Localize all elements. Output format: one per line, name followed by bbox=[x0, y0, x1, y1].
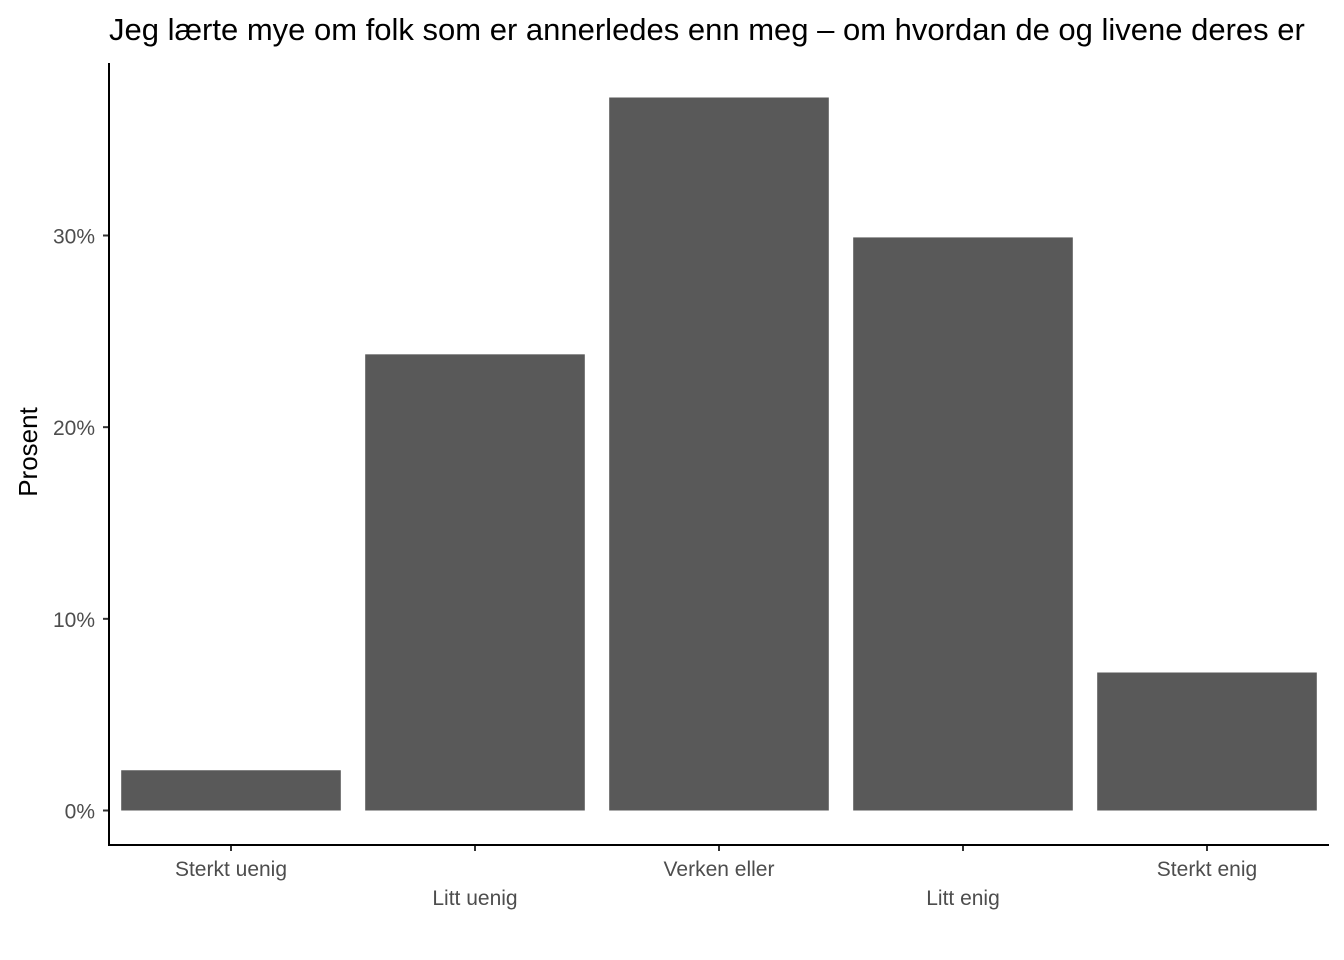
y-tick-label: 10% bbox=[53, 609, 95, 632]
x-tick-label: Litt enig bbox=[926, 887, 1000, 910]
chart-title: Jeg lærte mye om folk som er annerledes … bbox=[109, 12, 1305, 47]
bar-1 bbox=[365, 354, 585, 811]
y-tick-label: 20% bbox=[53, 417, 95, 440]
bar-3 bbox=[853, 237, 1073, 811]
x-tick-label: Sterkt uenig bbox=[175, 858, 287, 881]
x-tick-label: Sterkt enig bbox=[1157, 858, 1257, 881]
bar-2 bbox=[609, 97, 829, 811]
x-axis-ticks: Sterkt uenig Litt uenig Verken eller Litt e… bbox=[175, 845, 1257, 910]
bars-group bbox=[121, 97, 1317, 811]
y-tick-label: 0% bbox=[65, 801, 95, 824]
y-tick-label: 30% bbox=[53, 226, 95, 249]
x-tick-label: Verken eller bbox=[664, 858, 775, 881]
y-axis-label: Prosent bbox=[13, 406, 43, 496]
bar-4 bbox=[1097, 672, 1317, 811]
y-axis-ticks: 0% 10% 20% 30% bbox=[53, 226, 109, 824]
x-tick-label: Litt uenig bbox=[432, 887, 517, 910]
bar-0 bbox=[121, 770, 341, 811]
